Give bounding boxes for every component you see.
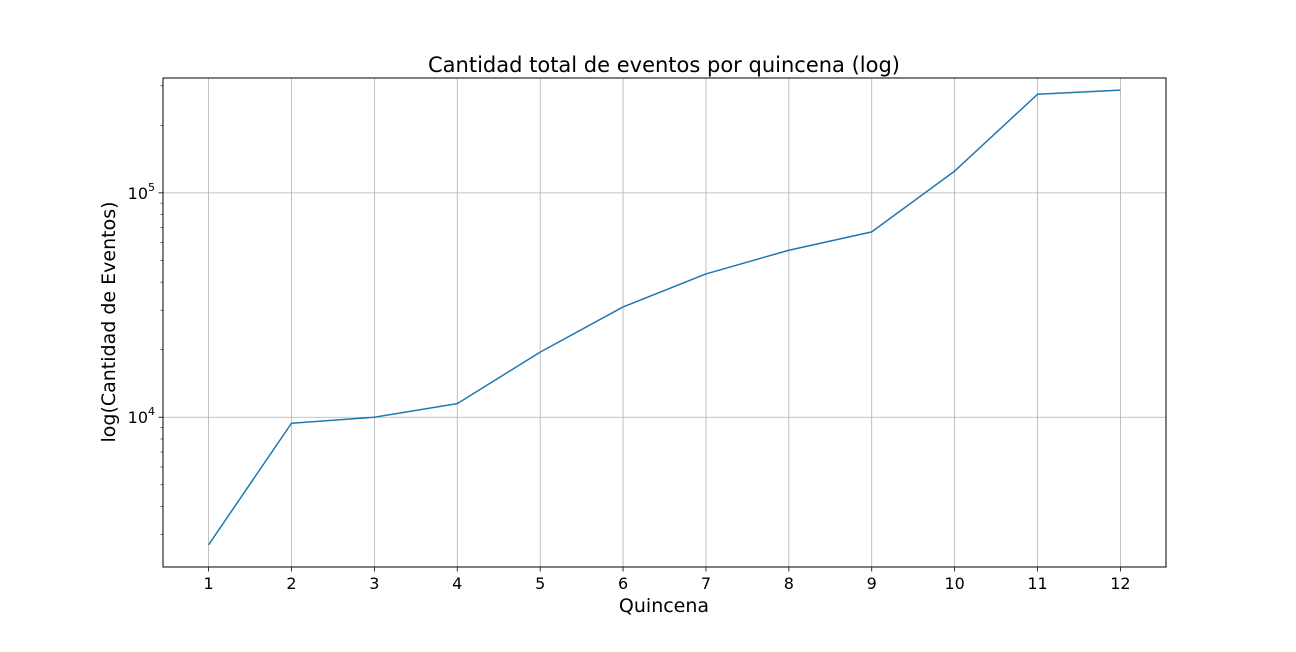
chart-title: Cantidad total de eventos por quincena (… — [428, 53, 900, 77]
x-tick-label: 6 — [618, 574, 628, 593]
x-tick-label: 9 — [867, 574, 877, 593]
x-axis-label: Quincena — [619, 595, 709, 617]
x-tick-label: 7 — [701, 574, 711, 593]
x-tick-label: 12 — [1110, 574, 1130, 593]
y-tick-label-exponent: 5 — [148, 181, 155, 194]
x-tick-label: 3 — [369, 574, 379, 593]
x-tick-label: 4 — [452, 574, 462, 593]
y-axis-label: log(Cantidad de Eventos) — [98, 201, 120, 442]
x-tick-label: 1 — [203, 574, 213, 593]
x-tick-label: 5 — [535, 574, 545, 593]
x-tick-label: 2 — [286, 574, 296, 593]
y-tick-label-exponent: 4 — [148, 405, 155, 418]
y-tick-label-base: 10 — [128, 184, 148, 203]
x-tick-label: 11 — [1027, 574, 1047, 593]
x-tick-label: 10 — [944, 574, 964, 593]
y-tick-label-base: 10 — [128, 408, 148, 427]
x-tick-label: 8 — [784, 574, 794, 593]
